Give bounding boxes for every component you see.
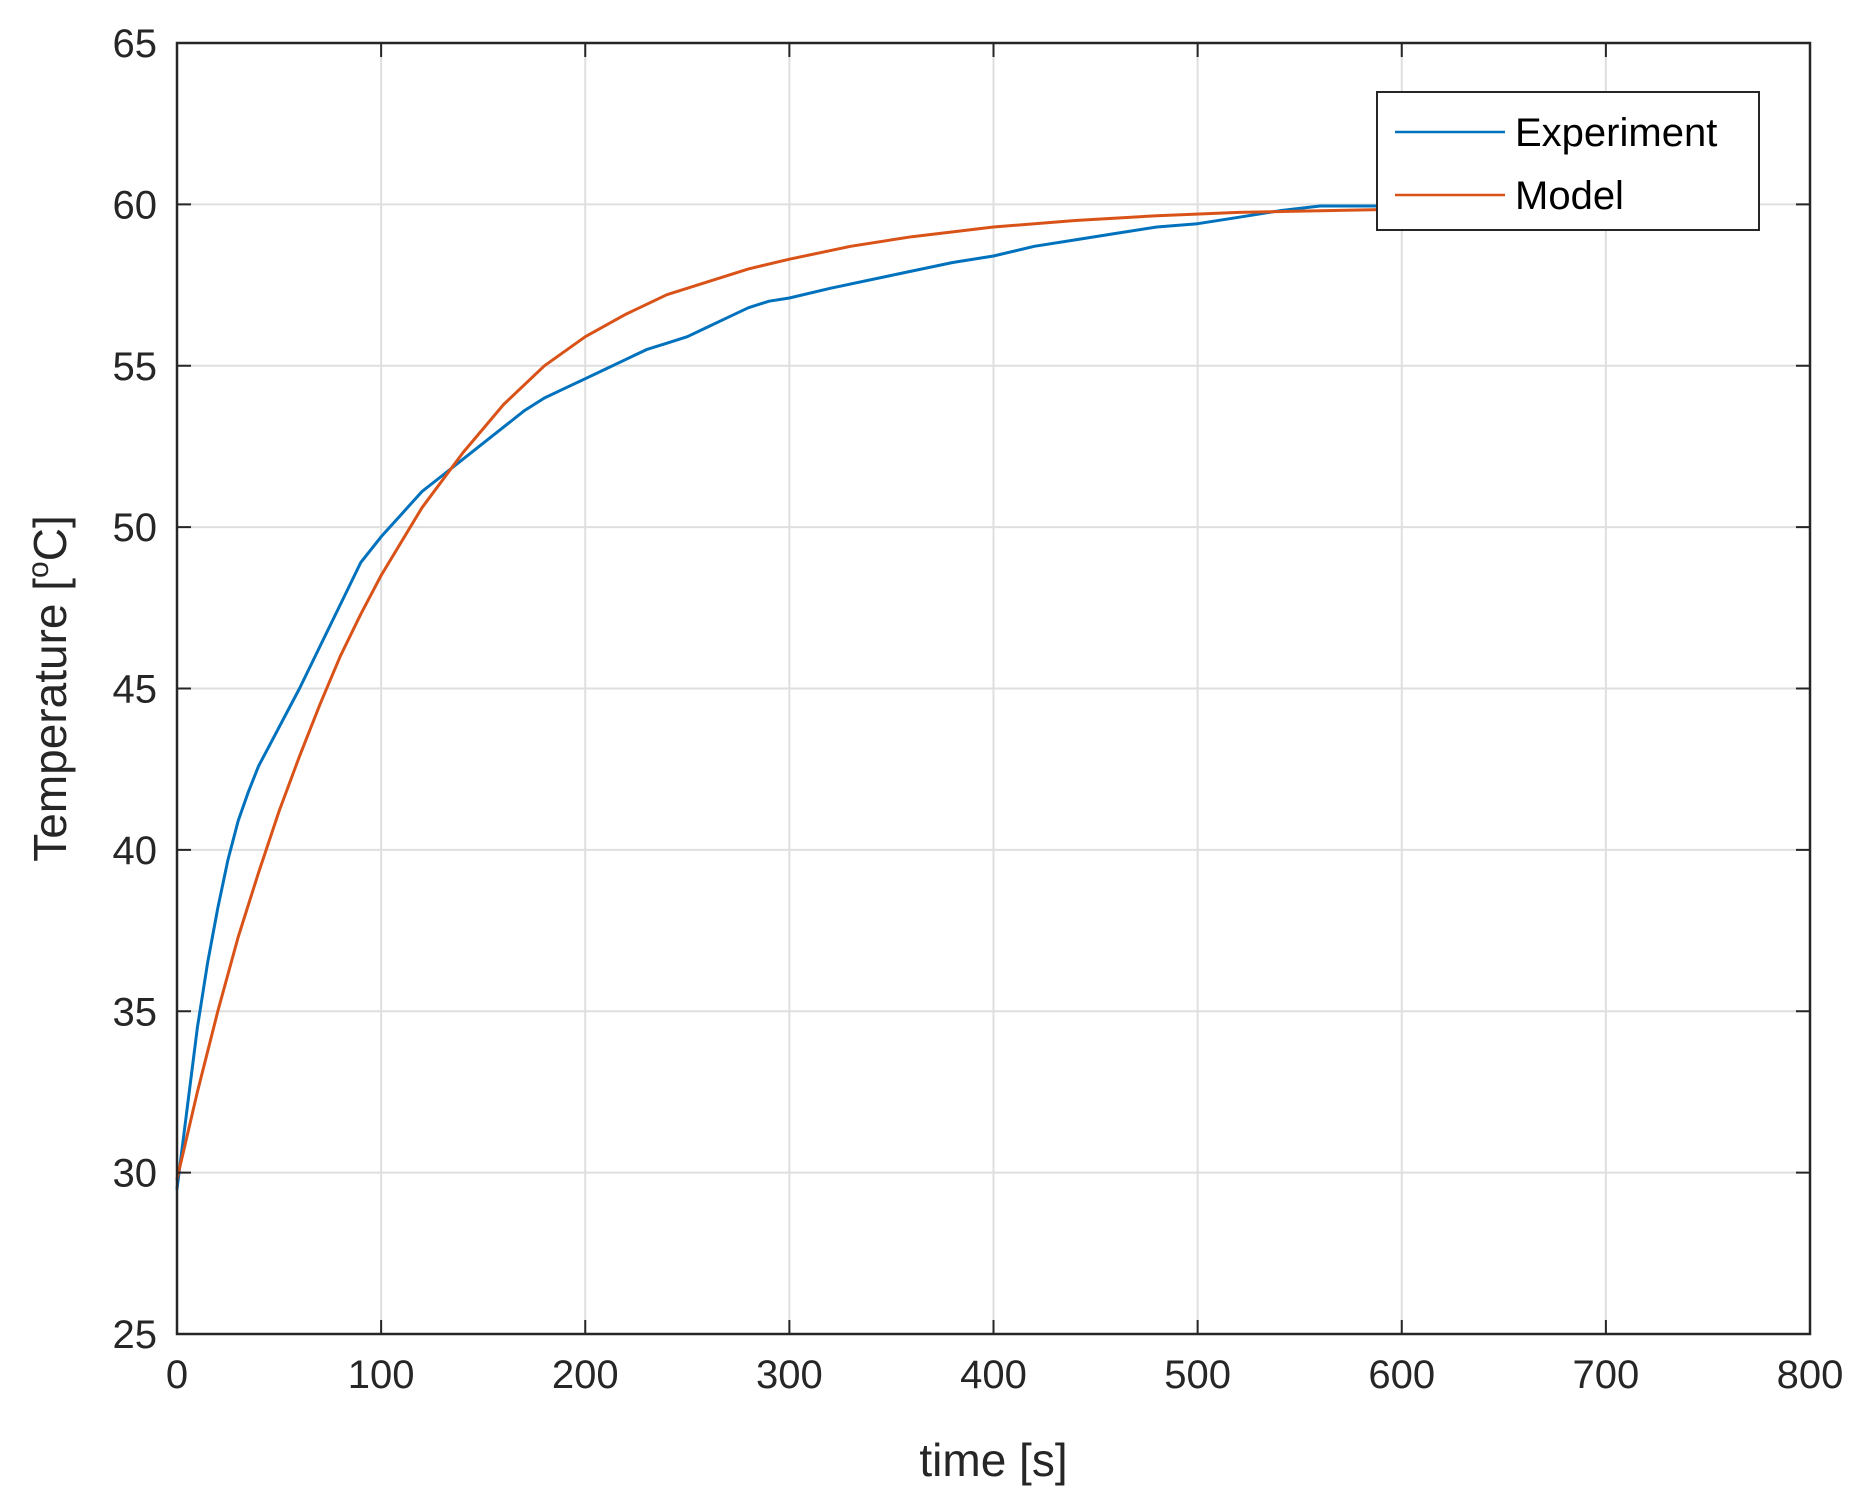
x-tick-label: 300 [756,1353,823,1397]
series-line-model [175,207,1404,1181]
y-tick-label: 35 [113,990,158,1034]
ticks: 0 100 200 300 400 500 600 700 800 25 30 35 40 45 50 55 6… [113,22,1844,1397]
grid [177,43,1810,1334]
series-line-experiment [175,204,1404,1191]
x-axis-label: time [s] [919,1434,1067,1486]
x-tick-label: 100 [348,1353,415,1397]
plot-series [175,204,1404,1191]
y-axis-label-main: Temperature [ [24,578,76,862]
x-tick-label: 700 [1573,1353,1640,1397]
y-axis-label: Temperature [oC] [22,515,76,861]
x-tick-label: 200 [552,1353,619,1397]
legend-label-experiment: Experiment [1515,111,1717,155]
y-tick-label: 60 [113,183,158,227]
y-tick-label: 40 [113,829,158,873]
y-tick-label: 55 [113,345,158,389]
y-tick-label: 65 [113,22,158,66]
x-tick-label: 400 [960,1353,1027,1397]
y-tick-label: 45 [113,668,158,712]
y-tick-label: 50 [113,506,158,550]
x-tick-label: 500 [1164,1353,1231,1397]
x-tick-label: 0 [166,1353,188,1397]
y-axis-label-superscript: o [22,561,55,578]
legend-label-model: Model [1515,174,1624,218]
legend-box [1376,91,1760,231]
y-tick-label: 25 [113,1313,158,1357]
x-tick-label: 600 [1368,1353,1435,1397]
y-tick-label: 30 [113,1152,158,1196]
x-tick-label: 800 [1777,1353,1844,1397]
legend: Experiment Model [1376,91,1760,231]
y-axis-label-unit: C] [24,515,76,561]
